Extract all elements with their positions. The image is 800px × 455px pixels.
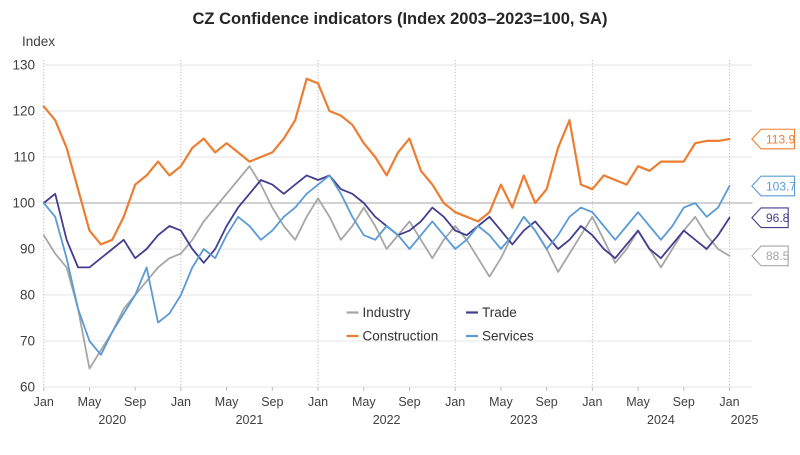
svg-text:Jan: Jan <box>719 395 739 409</box>
svg-text:May: May <box>78 395 102 409</box>
svg-text:Index: Index <box>22 34 55 49</box>
svg-text:Industry: Industry <box>363 305 411 320</box>
svg-text:70: 70 <box>20 334 35 349</box>
svg-text:110: 110 <box>13 150 35 165</box>
svg-text:May: May <box>626 395 650 409</box>
svg-text:2021: 2021 <box>236 413 264 427</box>
svg-text:Sep: Sep <box>398 395 420 409</box>
svg-text:Jan: Jan <box>308 395 328 409</box>
svg-text:Sep: Sep <box>536 395 558 409</box>
svg-text:Sep: Sep <box>673 395 695 409</box>
svg-text:Construction: Construction <box>363 329 439 344</box>
svg-text:60: 60 <box>20 380 35 395</box>
svg-text:Jan: Jan <box>34 395 54 409</box>
svg-text:96.8: 96.8 <box>766 211 790 225</box>
svg-text:113.9: 113.9 <box>766 132 795 146</box>
svg-text:130: 130 <box>12 58 35 73</box>
svg-text:May: May <box>215 395 239 409</box>
svg-text:80: 80 <box>20 288 35 303</box>
svg-text:CZ Confidence indicators (Inde: CZ Confidence indicators (Index 2003–202… <box>193 10 608 28</box>
svg-text:90: 90 <box>20 242 35 257</box>
svg-text:2025: 2025 <box>731 413 759 427</box>
svg-text:Services: Services <box>482 329 534 344</box>
svg-text:May: May <box>489 395 513 409</box>
svg-text:Trade: Trade <box>482 305 517 320</box>
svg-text:2022: 2022 <box>373 413 401 427</box>
svg-text:Jan: Jan <box>445 395 465 409</box>
svg-text:2024: 2024 <box>647 413 675 427</box>
svg-text:Jan: Jan <box>582 395 602 409</box>
svg-text:88.5: 88.5 <box>766 249 790 263</box>
svg-text:Sep: Sep <box>261 395 283 409</box>
svg-text:May: May <box>352 395 376 409</box>
svg-text:2023: 2023 <box>510 413 538 427</box>
svg-text:Jan: Jan <box>171 395 191 409</box>
svg-text:2020: 2020 <box>98 413 126 427</box>
svg-text:Sep: Sep <box>124 395 146 409</box>
svg-text:103.7: 103.7 <box>766 179 796 193</box>
svg-text:100: 100 <box>12 196 35 211</box>
svg-text:120: 120 <box>12 104 35 119</box>
